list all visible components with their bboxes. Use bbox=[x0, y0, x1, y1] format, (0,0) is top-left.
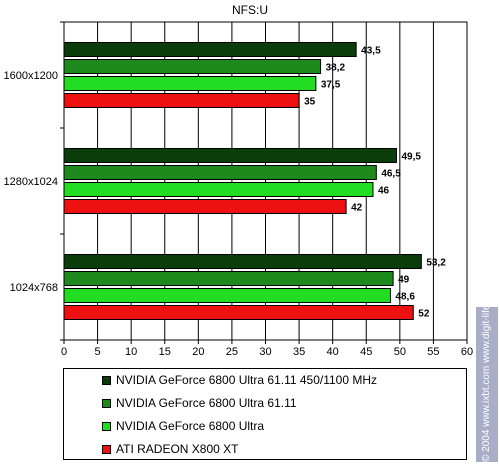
data-label: 53,2 bbox=[426, 258, 446, 269]
plot-area: 0 5 10 15 20 25 30 35 40 45 50 55 60 1600x1200 43,5 38,… bbox=[4, 21, 473, 358]
legend: NVIDIA GeForce 6800 Ultra 61.11 450/1100… bbox=[63, 368, 467, 460]
data-label: 43,5 bbox=[361, 46, 381, 57]
x-tick-label: 0 bbox=[61, 346, 67, 358]
y-category-label: 1600x1200 bbox=[4, 70, 58, 82]
legend-label: NVIDIA GeForce 6800 Ultra 61.11 bbox=[116, 396, 297, 410]
legend-item: NVIDIA GeForce 6800 Ultra 61.11 bbox=[102, 395, 297, 411]
data-label: 48,6 bbox=[395, 292, 415, 303]
bar bbox=[63, 93, 300, 108]
x-tick-label: 5 bbox=[95, 346, 101, 358]
bar bbox=[63, 199, 347, 214]
chart-title: NFS:U bbox=[232, 3, 268, 17]
data-label: 35 bbox=[304, 97, 316, 108]
data-label: 42 bbox=[351, 203, 363, 214]
data-label: 49 bbox=[398, 275, 410, 286]
bar bbox=[63, 305, 414, 320]
watermark: © 2004 www.ixbt.com www.digit-life.com bbox=[476, 283, 498, 462]
x-tick-label: 50 bbox=[394, 346, 406, 358]
legend-swatch bbox=[102, 444, 111, 454]
x-tick-label: 45 bbox=[360, 346, 372, 358]
y-category-label: 1280x1024 bbox=[4, 176, 58, 188]
x-tick-label: 60 bbox=[461, 346, 473, 358]
bar bbox=[63, 254, 422, 269]
data-label: 37,5 bbox=[321, 80, 341, 91]
data-label: 38,2 bbox=[326, 63, 346, 74]
data-label: 46,5 bbox=[381, 169, 401, 180]
x-tick-label: 55 bbox=[427, 346, 439, 358]
legend-label: NVIDIA GeForce 6800 Ultra bbox=[116, 419, 265, 433]
legend-swatch bbox=[102, 375, 111, 385]
x-tick-label: 20 bbox=[192, 346, 204, 358]
x-tick-label: 15 bbox=[159, 346, 171, 358]
x-tick-label: 40 bbox=[327, 346, 339, 358]
bar bbox=[63, 288, 391, 303]
data-label: 46 bbox=[378, 186, 390, 197]
x-tick-label: 10 bbox=[125, 346, 137, 358]
plot-border bbox=[63, 21, 468, 341]
bar bbox=[63, 271, 394, 286]
x-tick-label: 30 bbox=[259, 346, 271, 358]
bar bbox=[63, 42, 357, 57]
bar bbox=[63, 59, 322, 74]
bar bbox=[63, 148, 397, 163]
y-category-label: 1024x768 bbox=[10, 282, 58, 294]
bar bbox=[63, 182, 374, 197]
bar bbox=[63, 76, 317, 91]
data-label: 49,5 bbox=[401, 152, 421, 163]
legend-item: NVIDIA GeForce 6800 Ultra 61.11 450/1100… bbox=[102, 372, 377, 388]
x-tick-label: 35 bbox=[293, 346, 305, 358]
legend-swatch bbox=[102, 398, 111, 408]
x-tick-label: 25 bbox=[226, 346, 238, 358]
legend-item: ATI RADEON X800 XT bbox=[102, 441, 238, 457]
legend-item: NVIDIA GeForce 6800 Ultra bbox=[102, 418, 264, 434]
legend-label: ATI RADEON X800 XT bbox=[116, 442, 239, 456]
watermark-text: © 2004 www.ixbt.com www.digit-life.com bbox=[481, 282, 492, 462]
legend-label: NVIDIA GeForce 6800 Ultra 61.11 450/1100… bbox=[116, 373, 378, 387]
bar bbox=[63, 165, 377, 180]
legend-swatch bbox=[102, 421, 111, 431]
data-label: 52 bbox=[418, 309, 430, 320]
